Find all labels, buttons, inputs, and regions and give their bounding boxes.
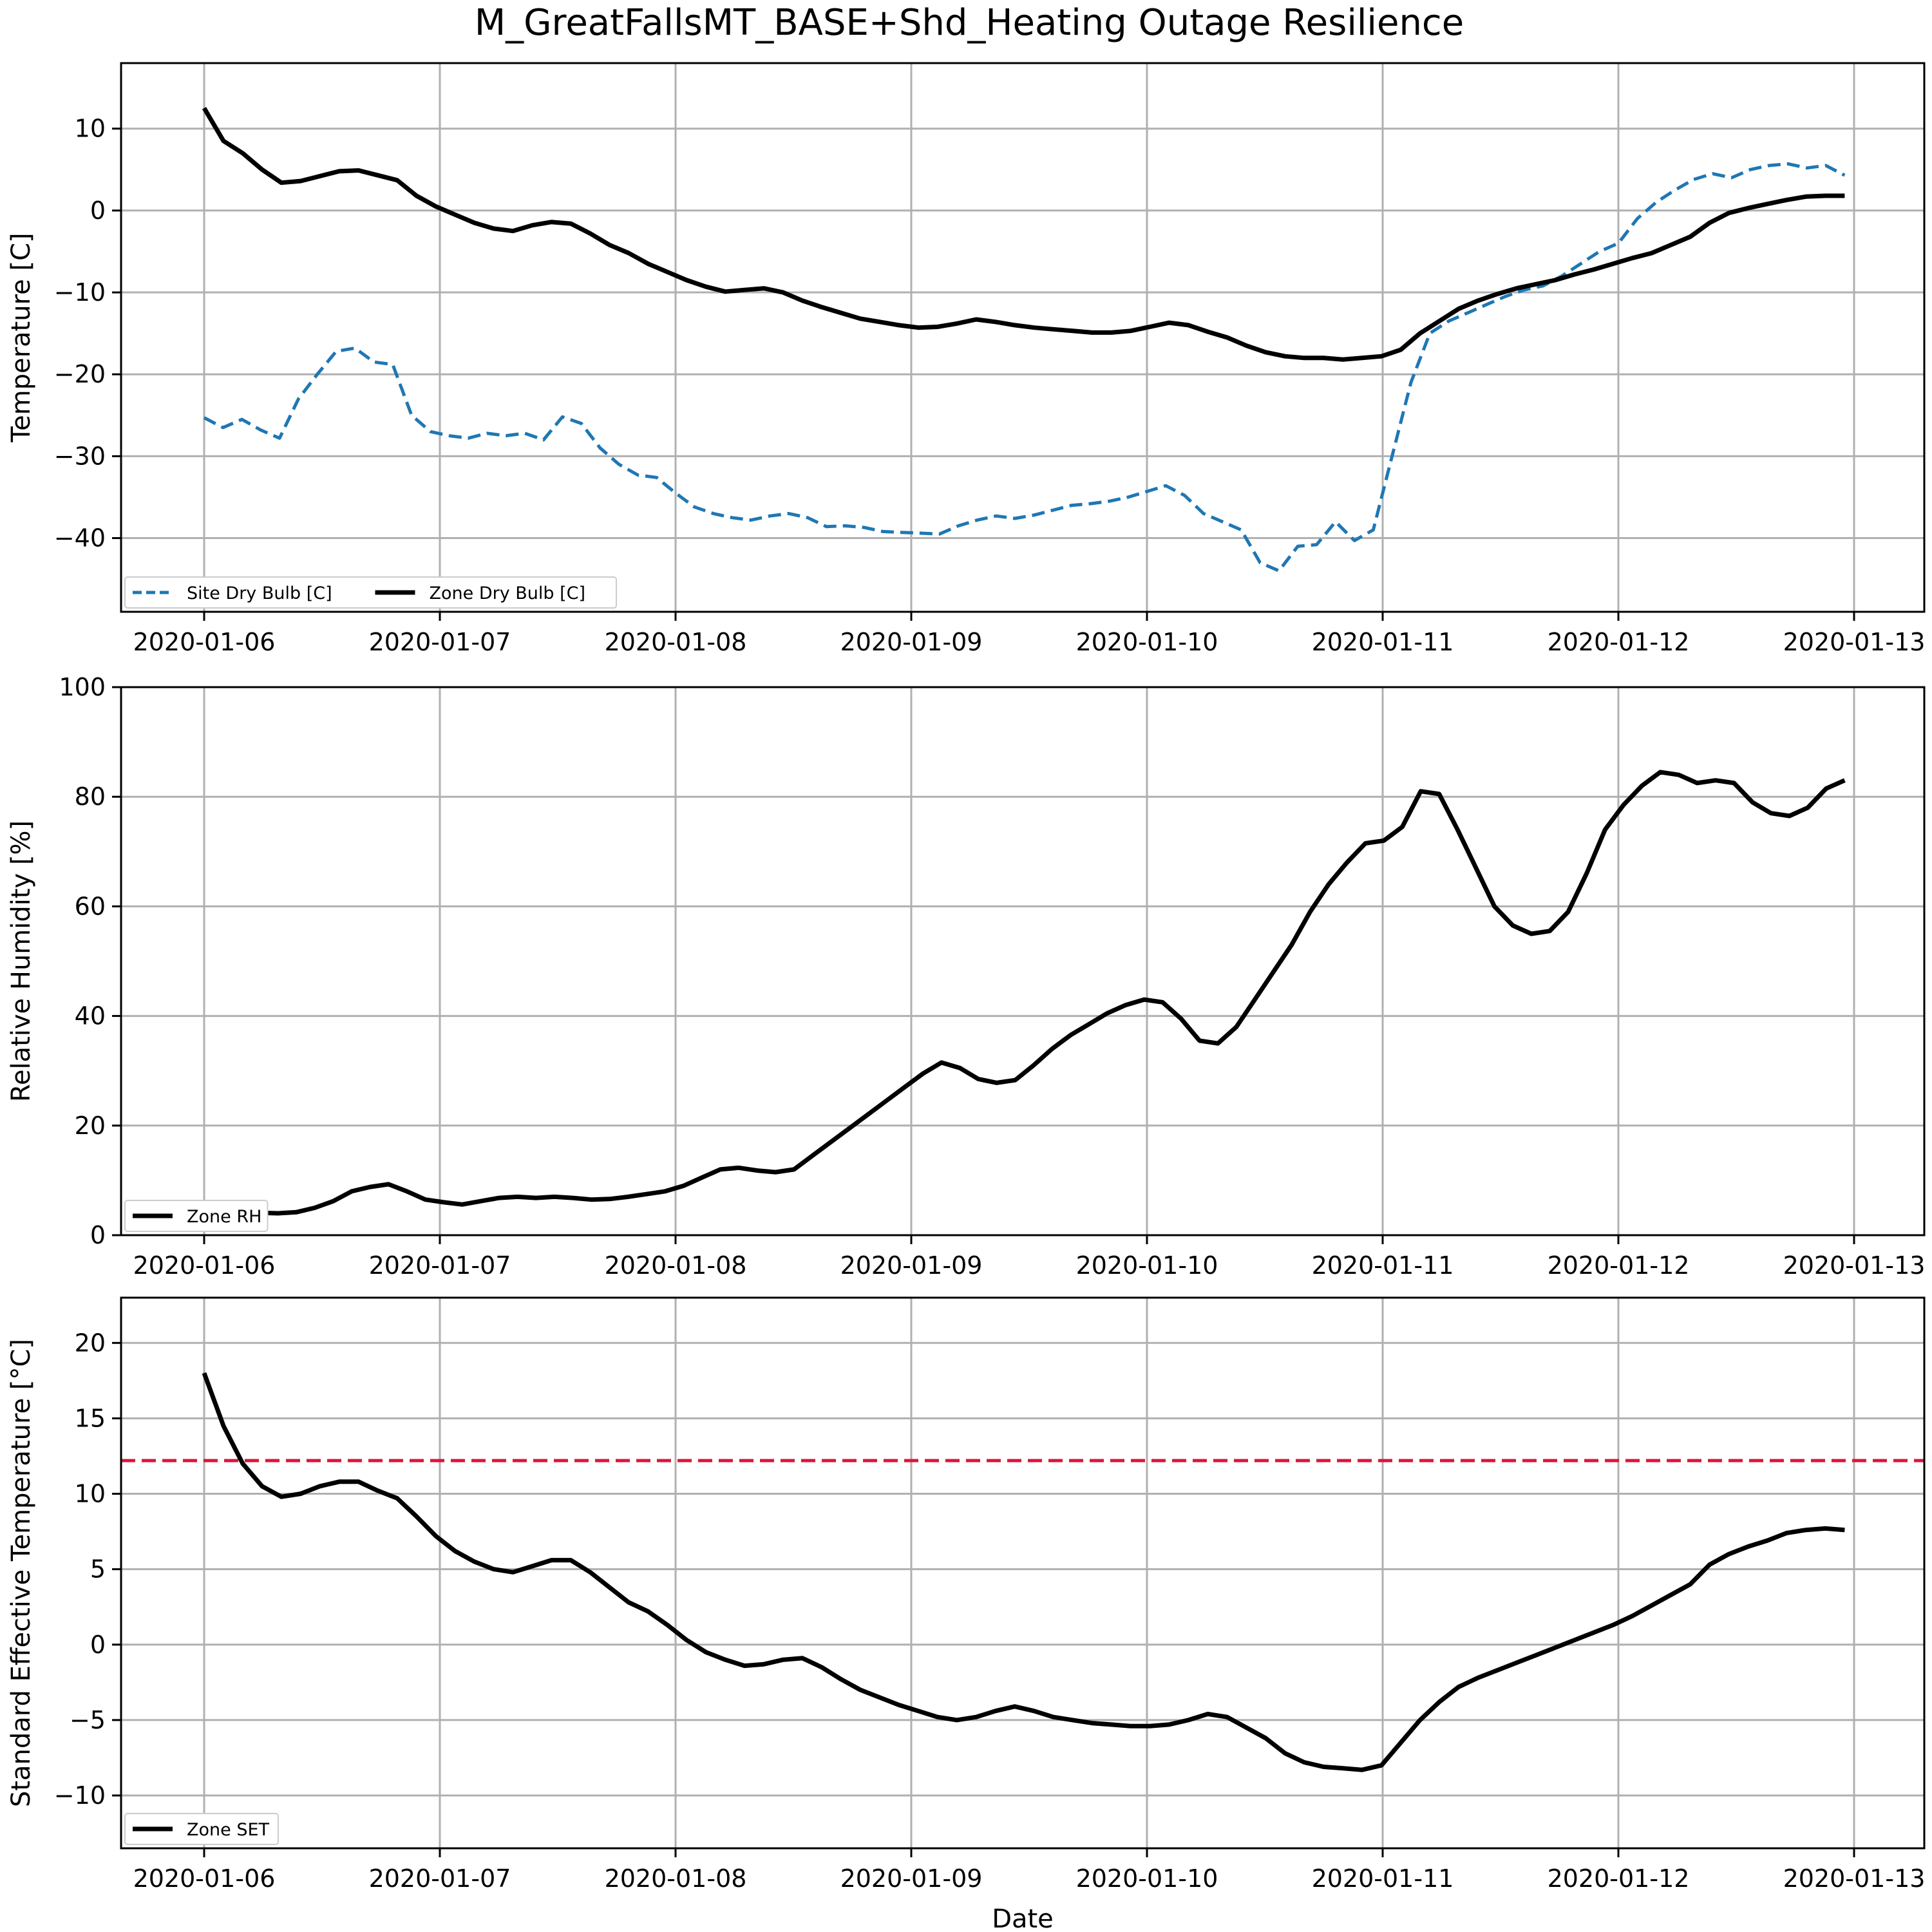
y-tick-label: −30 bbox=[54, 442, 106, 470]
y-tick-label: 100 bbox=[59, 673, 106, 701]
x-tick-label: 2020-01-06 bbox=[133, 1864, 276, 1893]
x-tick-label: 2020-01-12 bbox=[1548, 1864, 1690, 1893]
chart-panel-rh: 2020-01-06 2020-01-07 2020-01-08 2020-01-09… bbox=[6, 673, 1926, 1280]
x-axis-label: Date bbox=[992, 1904, 1054, 1932]
y-tick-label: 80 bbox=[75, 782, 106, 811]
legend-box bbox=[124, 1813, 279, 1845]
x-tick-label: 2020-01-10 bbox=[1076, 1251, 1218, 1280]
y-tick-label: 20 bbox=[75, 1112, 106, 1140]
x-tick-label: 2020-01-10 bbox=[1076, 1864, 1218, 1893]
y-tick-label: 0 bbox=[90, 1631, 106, 1659]
y-tick-label: 10 bbox=[75, 115, 106, 143]
series-line-temp-0 bbox=[203, 162, 1846, 573]
legend: Site Dry Bulb [C] Zone Dry Bulb [C] bbox=[124, 576, 617, 609]
x-tick-label: 2020-01-11 bbox=[1312, 1251, 1454, 1280]
x-tick-label: 2020-01-12 bbox=[1548, 1251, 1690, 1280]
y-axis-label: Standard Effective Temperature [°C] bbox=[6, 1339, 36, 1807]
y-tick-label: 0 bbox=[90, 196, 106, 225]
legend-label: Zone RH bbox=[187, 1207, 261, 1227]
series-line-set-0 bbox=[202, 1372, 1845, 1772]
plot-frame bbox=[120, 1296, 1926, 1850]
x-tick-label: 2020-01-09 bbox=[840, 628, 983, 656]
y-tick-label: 15 bbox=[75, 1404, 106, 1432]
x-tick-label: 2020-01-13 bbox=[1783, 628, 1926, 656]
x-tick-label: 2020-01-12 bbox=[1548, 628, 1690, 656]
plot-frame bbox=[120, 62, 1926, 613]
y-tick-label: 60 bbox=[75, 892, 106, 920]
plots: 2020-01-06 2020-01-07 2020-01-08 2020-01-09… bbox=[6, 62, 1926, 1932]
x-tick-label: 2020-01-07 bbox=[369, 628, 511, 656]
x-tick-label: 2020-01-08 bbox=[605, 1864, 747, 1893]
x-tick-label: 2020-01-09 bbox=[840, 1864, 983, 1893]
series-line-temp-1 bbox=[202, 107, 1845, 362]
x-tick-label: 2020-01-08 bbox=[605, 628, 747, 656]
legend-label: Site Dry Bulb [C] bbox=[187, 583, 332, 603]
x-tick-label: 2020-01-10 bbox=[1076, 628, 1218, 656]
y-tick-label: 0 bbox=[90, 1221, 106, 1249]
y-axis-label: Relative Humidity [%] bbox=[6, 820, 36, 1102]
chart-panel-temp: 2020-01-06 2020-01-07 2020-01-08 2020-01-09… bbox=[6, 62, 1926, 656]
legend-box bbox=[124, 1200, 269, 1232]
legend: Zone RH bbox=[124, 1200, 269, 1232]
y-tick-label: 5 bbox=[90, 1555, 106, 1584]
y-tick-label: 20 bbox=[75, 1329, 106, 1357]
y-tick-label: 40 bbox=[75, 1002, 106, 1030]
y-tick-label: −20 bbox=[54, 360, 106, 388]
x-tick-label: 2020-01-11 bbox=[1312, 1864, 1454, 1893]
x-tick-label: 2020-01-07 bbox=[369, 1251, 511, 1280]
y-tick-label: −40 bbox=[54, 524, 106, 553]
x-tick-label: 2020-01-07 bbox=[369, 1864, 511, 1893]
x-tick-label: 2020-01-08 bbox=[605, 1251, 747, 1280]
y-tick-label: −10 bbox=[54, 1781, 106, 1810]
plot-frame bbox=[120, 686, 1926, 1236]
x-tick-label: 2020-01-09 bbox=[840, 1251, 983, 1280]
series-line-rh-0 bbox=[204, 770, 1846, 1216]
x-tick-label: 2020-01-11 bbox=[1312, 628, 1454, 656]
y-axis-label: Temperature [C] bbox=[6, 232, 36, 442]
legend: Zone SET bbox=[124, 1813, 279, 1845]
x-tick-label: 2020-01-13 bbox=[1783, 1864, 1926, 1893]
x-tick-label: 2020-01-13 bbox=[1783, 1251, 1926, 1280]
x-tick-label: 2020-01-06 bbox=[133, 1251, 276, 1280]
y-tick-label: 10 bbox=[75, 1480, 106, 1508]
y-tick-label: −5 bbox=[70, 1706, 106, 1734]
legend-box bbox=[124, 576, 617, 609]
legend-label: Zone Dry Bulb [C] bbox=[430, 583, 586, 603]
figure-title: M_GreatFallsMT_BASE+Shd_Heating Outage R… bbox=[475, 2, 1464, 44]
y-tick-label: −10 bbox=[54, 278, 106, 307]
chart-panel-set: 2020-01-06 2020-01-07 2020-01-08 2020-01-09… bbox=[6, 1296, 1926, 1932]
legend-label: Zone SET bbox=[187, 1820, 270, 1840]
x-tick-label: 2020-01-06 bbox=[133, 628, 276, 656]
